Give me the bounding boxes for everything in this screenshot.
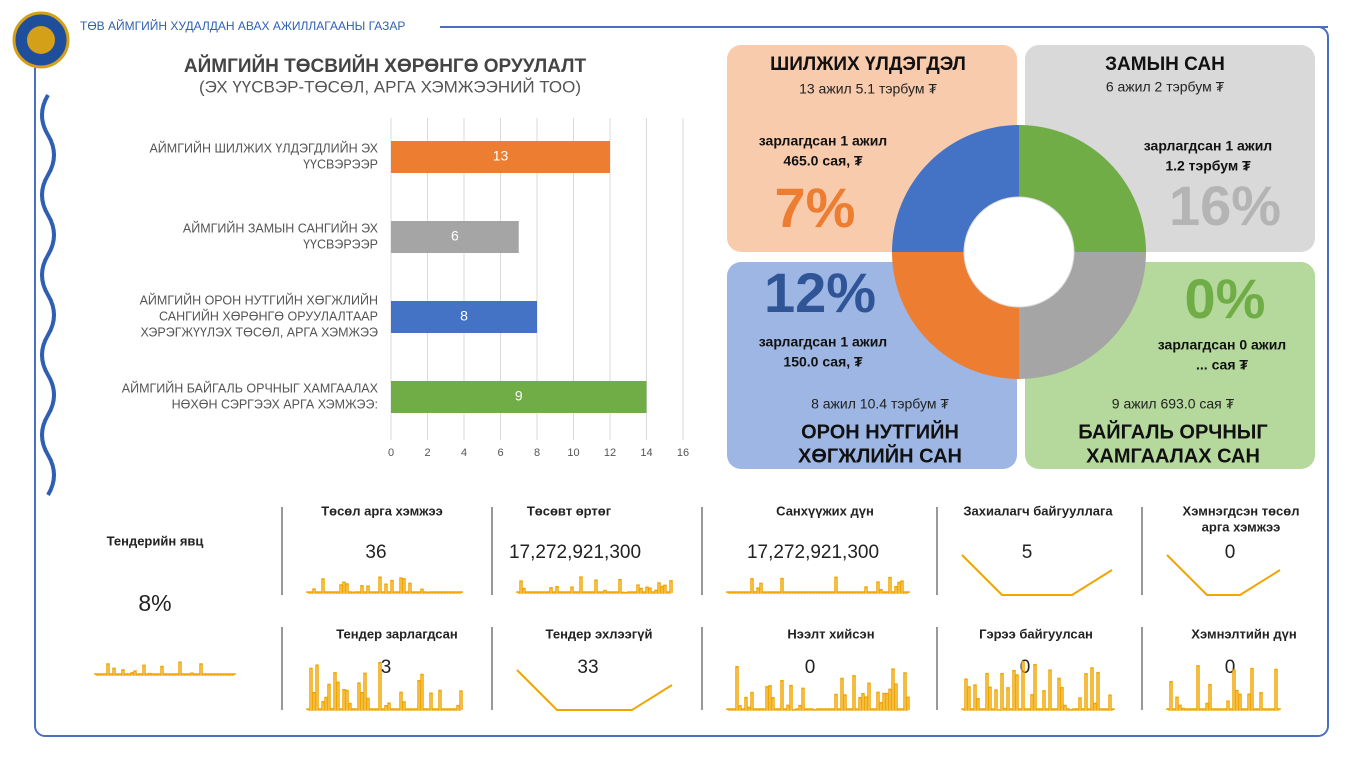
panel-percent: 16% <box>1169 174 1281 237</box>
y-tick-label: АЙМГИЙН БАЙГАЛЬ ОРЧНЫГ ХАМГААЛАХ <box>122 380 379 395</box>
y-tick-label: АЙМГИЙН ЗАМЫН САНГИЙН ЭХ <box>183 220 379 235</box>
panel-title: ХӨГЖЛИЙН САН <box>798 443 962 467</box>
card-value: 5 <box>1022 542 1033 563</box>
panel-total: 9 ажил 693.0 сая ₮ <box>1112 396 1235 412</box>
card-value: 36 <box>365 542 386 563</box>
y-tick-label: АЙМГИЙН ШИЛЖИХ ҮЛДЭГДЛИЙН ЭХ <box>149 140 378 155</box>
x-tick-label: 10 <box>567 447 579 459</box>
panel-title: ОРОН НУТГИЙН <box>801 419 959 443</box>
sparkline <box>726 576 910 594</box>
sparkline <box>1166 665 1281 711</box>
donut-sector <box>1019 252 1146 379</box>
panel-total: 13 ажил 5.1 тэрбум ₮ <box>799 81 937 97</box>
x-tick-label: 6 <box>497 447 503 459</box>
script-ornament <box>40 93 56 497</box>
logo-core <box>27 26 55 54</box>
panel-title: ЗАМЫН САН <box>1105 54 1225 75</box>
bar-text: 8 <box>460 308 468 324</box>
panel-total: 6 ажил 2 тэрбум ₮ <box>1106 79 1225 95</box>
panel-total: 8 ажил 10.4 тэрбум ₮ <box>811 396 949 412</box>
sparkline <box>306 661 463 711</box>
panel-title: ШИЛЖИХ ҮЛДЭГДЭЛ <box>770 54 966 75</box>
panel-spent: 465.0 сая, ₮ <box>783 153 863 169</box>
panel-percent: 7% <box>775 176 856 239</box>
sparkline <box>961 660 1115 711</box>
x-tick-label: 0 <box>388 447 394 459</box>
header-title: ТӨВ АЙМГИЙН ХУДАЛДАН АВАХ АЖИЛЛАГААНЫ ГА… <box>80 18 405 33</box>
donut-sector <box>892 125 1019 252</box>
y-tick-label: АЙМГИЙН ОРОН НУТГИЙН ХӨГЖЛИЙН <box>140 292 378 307</box>
donut-sector <box>892 252 1019 379</box>
header-bg <box>30 20 440 36</box>
donut-hole <box>963 196 1075 308</box>
progress-label: Тендерийн явц <box>107 533 204 548</box>
panel-spent: 1.2 тэрбум ₮ <box>1165 158 1251 174</box>
x-tick-label: 16 <box>677 447 689 459</box>
x-tick-label: 4 <box>461 447 467 459</box>
x-tick-label: 14 <box>640 447 652 459</box>
bar <box>391 221 519 253</box>
sparkline <box>1166 554 1281 596</box>
card-value: 3 <box>381 657 392 678</box>
bar <box>391 141 610 173</box>
chart-subtitle: (ЭХ ҮҮСВЭР-ТӨСӨЛ, АРГА ХЭМЖЭЭНИЙ ТОО) <box>199 77 581 96</box>
panel-percent: 12% <box>764 261 876 324</box>
card-title: Тендер эхлээгүй <box>546 626 653 641</box>
y-tick-label: ҮҮСВЭРЭЭР <box>303 237 378 251</box>
sparkline <box>306 576 463 594</box>
panel-spent: 150.0 сая, ₮ <box>783 354 863 370</box>
card-title: Нээлт хийсэн <box>787 626 874 641</box>
x-tick-label: 2 <box>424 447 430 459</box>
x-tick-label: 12 <box>604 447 616 459</box>
y-tick-label: НӨХӨН СЭРГЭЭХ АРГА ХЭМЖЭЭ: <box>172 397 378 411</box>
sparkline <box>516 576 673 594</box>
bar <box>391 301 537 333</box>
bar-text: 13 <box>493 148 509 164</box>
card-title: Хэмнэлтийн дүн <box>1191 626 1296 641</box>
card-title: Гэрээ байгуулсан <box>979 626 1093 641</box>
panel-title: ХАМГААЛАХ САН <box>1086 445 1260 467</box>
panel-spent: ... сая ₮ <box>1196 357 1248 373</box>
card-title: Төсөвт өртөг <box>527 503 612 518</box>
y-tick-label: ХЭРЭГЖҮҮЛЭХ ТӨСӨЛ, АРГА ХЭМЖЭЭ <box>141 325 379 339</box>
y-tick-label: САНГИЙН ХӨРӨНГӨ ОРУУЛАЛТААР <box>159 308 378 323</box>
card-title: Санхүүжих дүн <box>776 503 874 518</box>
card-value: 0 <box>1020 657 1031 678</box>
card-value: 33 <box>577 657 598 678</box>
donut-sector <box>1019 125 1146 252</box>
card-title: Хэмнэгдсэн төсөл <box>1183 503 1300 518</box>
panel-spent: зарлагдсан 1 ажил <box>759 133 887 149</box>
panel-spent: зарлагдсан 0 ажил <box>1158 337 1286 353</box>
sparkline <box>961 554 1113 596</box>
card-value: 0 <box>805 657 816 678</box>
card-value: 17,272,921,300 <box>747 542 879 563</box>
card-title: арга хэмжээ <box>1202 519 1281 534</box>
sparkline <box>94 661 236 676</box>
card-value: 0 <box>1225 657 1236 678</box>
chart-title: АЙМГИЙН ТӨСВИЙН ХӨРӨНГӨ ОРУУЛАЛТ <box>184 55 587 77</box>
panel-title: БАЙГАЛЬ ОРЧНЫГ <box>1078 419 1267 443</box>
card-value: 0 <box>1225 542 1236 563</box>
sparkline <box>516 669 673 711</box>
progress-value: 8% <box>138 590 171 616</box>
card-value: 17,272,921,300 <box>509 542 641 563</box>
bar-text: 6 <box>451 228 459 244</box>
sparkline <box>726 666 910 711</box>
card-title: Захиалагч байгууллага <box>963 503 1113 518</box>
bar-text: 9 <box>515 388 523 404</box>
panel-spent: зарлагдсан 1 ажил <box>759 334 887 350</box>
y-tick-label: ҮҮСВЭРЭЭР <box>303 157 378 171</box>
card-title: Тендер зарлагдсан <box>336 626 458 641</box>
card-title: Төсөл арга хэмжээ <box>321 503 443 518</box>
x-tick-label: 8 <box>534 447 540 459</box>
panel-percent: 0% <box>1185 267 1266 330</box>
bar <box>391 381 647 413</box>
panel-spent: зарлагдсан 1 ажил <box>1144 138 1272 154</box>
